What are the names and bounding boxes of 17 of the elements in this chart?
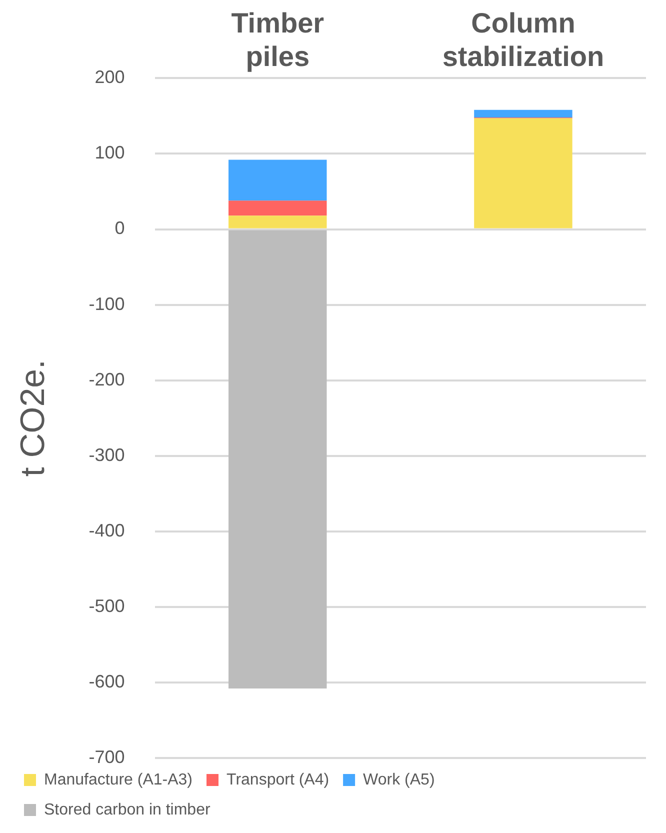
y-tick-label: 100 — [94, 142, 125, 163]
y-tick-label: -500 — [88, 596, 125, 616]
y-tick-label: -400 — [88, 520, 125, 540]
y-tick-label: -600 — [88, 671, 125, 692]
legend-label: Transport (A4) — [226, 771, 330, 788]
y-tick-label: -100 — [88, 294, 125, 314]
legend-label: Manufacture (A1-A3) — [44, 771, 193, 788]
x-tick-label: Column stabilization — [442, 8, 604, 72]
y-tick-label: 200 — [94, 67, 125, 88]
y-axis-title: t CO2e. — [14, 360, 52, 477]
y-tick-label: -300 — [88, 444, 125, 465]
y-tick-label: -200 — [88, 369, 125, 390]
y-tick-label: 0 — [114, 218, 125, 238]
y-tick-label: -700 — [88, 746, 125, 767]
legend-label: Stored carbon in timber — [44, 801, 211, 818]
x-tick-label: Timber piles — [231, 8, 324, 72]
legend-label: Work (A5) — [363, 771, 435, 788]
